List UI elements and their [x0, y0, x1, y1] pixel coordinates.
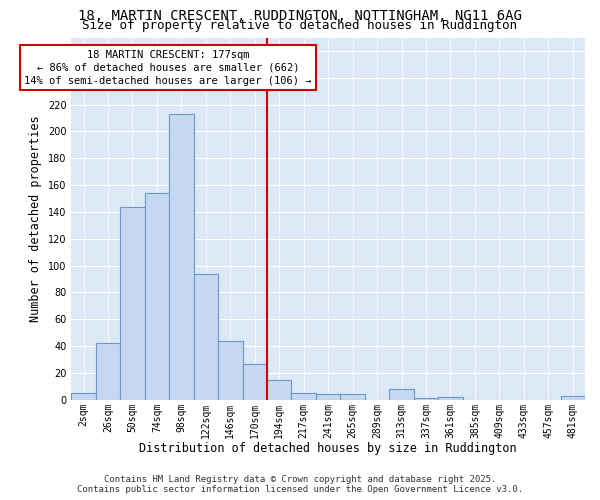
Bar	[145, 193, 169, 400]
X-axis label: Distribution of detached houses by size in Ruddington: Distribution of detached houses by size …	[139, 442, 517, 455]
Bar	[560, 396, 585, 400]
Bar	[242, 364, 267, 400]
Y-axis label: Number of detached properties: Number of detached properties	[29, 116, 42, 322]
Bar	[194, 274, 218, 400]
Bar	[340, 394, 365, 400]
Bar	[71, 393, 96, 400]
Text: Contains HM Land Registry data © Crown copyright and database right 2025.
Contai: Contains HM Land Registry data © Crown c…	[77, 474, 523, 494]
Bar	[316, 394, 340, 400]
Bar	[120, 206, 145, 400]
Bar	[218, 341, 242, 400]
Text: 18 MARTIN CRESCENT: 177sqm
← 86% of detached houses are smaller (662)
14% of sem: 18 MARTIN CRESCENT: 177sqm ← 86% of deta…	[24, 50, 311, 86]
Bar	[389, 389, 414, 400]
Bar	[267, 380, 292, 400]
Bar	[169, 114, 194, 400]
Bar	[96, 344, 120, 400]
Bar	[292, 393, 316, 400]
Text: Size of property relative to detached houses in Ruddington: Size of property relative to detached ho…	[83, 19, 517, 32]
Text: 18, MARTIN CRESCENT, RUDDINGTON, NOTTINGHAM, NG11 6AG: 18, MARTIN CRESCENT, RUDDINGTON, NOTTING…	[78, 9, 522, 23]
Bar	[438, 397, 463, 400]
Bar	[414, 398, 438, 400]
